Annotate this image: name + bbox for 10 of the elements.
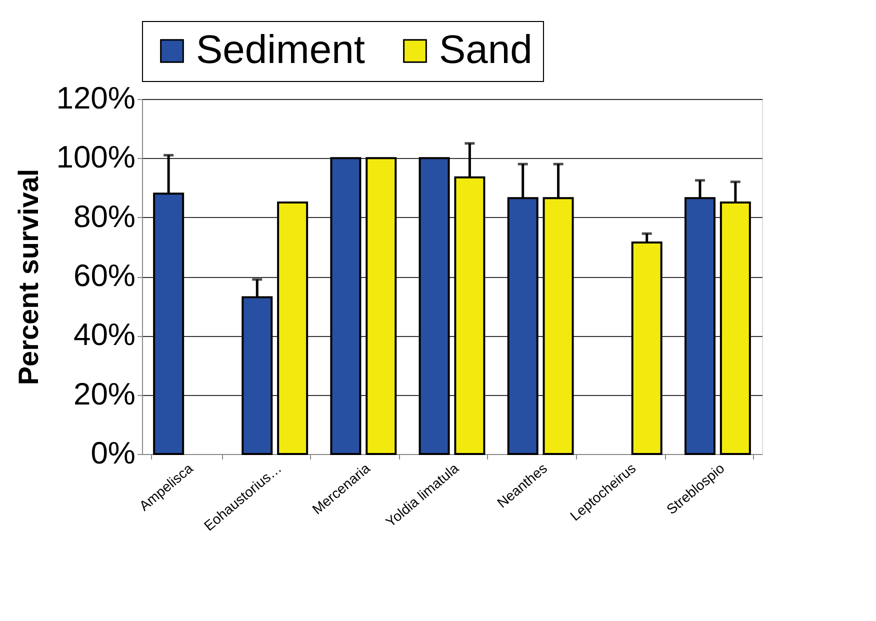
y-tick-label: 100% <box>56 140 136 175</box>
y-tick-label: 80% <box>73 198 136 234</box>
y-tick-label: 20% <box>73 376 136 412</box>
y-tick-label: 120% <box>56 80 136 116</box>
y-tick-label: 40% <box>73 317 136 352</box>
y-tick-label: 60% <box>73 258 136 293</box>
y-tick-label: 0% <box>90 436 136 470</box>
y-axis-title: Percent survival <box>13 168 44 386</box>
legend-label: Sand <box>439 28 532 72</box>
legend-label: Sediment <box>196 28 365 72</box>
